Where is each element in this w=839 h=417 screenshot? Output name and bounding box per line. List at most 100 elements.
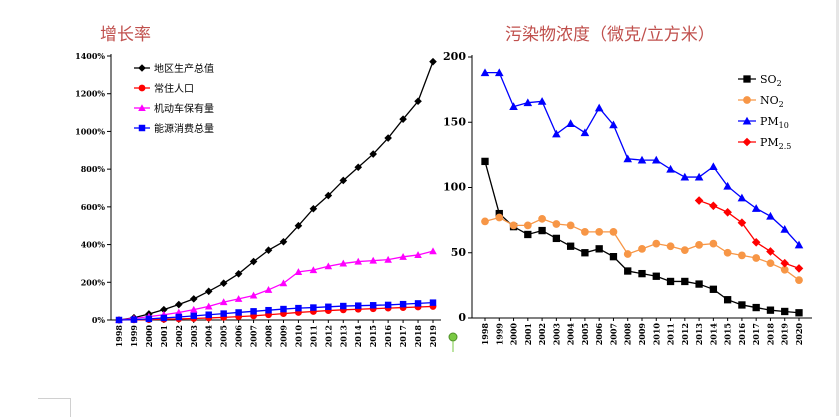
x-tick-label: 2011 xyxy=(666,323,676,345)
data-point xyxy=(509,221,518,230)
data-point xyxy=(666,277,675,286)
legend-marker xyxy=(138,104,146,112)
y-tick-label: 800% xyxy=(81,164,106,174)
data-point xyxy=(523,221,532,230)
x-tick-label: 1998 xyxy=(480,323,490,346)
y-tick-label: 200% xyxy=(81,277,106,287)
data-point xyxy=(340,302,347,310)
x-tick-label: 2015 xyxy=(368,325,378,347)
data-point xyxy=(609,228,618,236)
x-tick-label: 2005 xyxy=(219,325,229,347)
data-point xyxy=(204,287,213,296)
x-tick-label: 1998 xyxy=(114,325,124,348)
x-tick-label: 2013 xyxy=(338,325,348,348)
data-point xyxy=(130,316,138,323)
data-point xyxy=(295,304,302,312)
data-point xyxy=(723,181,732,190)
data-point xyxy=(481,157,489,166)
legend-marker xyxy=(742,137,752,147)
chart-title: 污染物浓度（微克/立方米） xyxy=(505,25,715,45)
data-point xyxy=(280,305,287,313)
data-point xyxy=(414,300,422,307)
series-0 xyxy=(481,157,803,317)
data-point xyxy=(695,241,703,249)
data-point xyxy=(781,307,789,316)
legend-label: PM2.5 xyxy=(760,136,791,151)
data-point xyxy=(638,269,646,278)
data-point xyxy=(429,247,437,255)
series-3 xyxy=(694,196,804,273)
series-0 xyxy=(115,57,437,324)
legend-subscript: 2.5 xyxy=(779,142,792,151)
data-point xyxy=(310,304,317,311)
data-point xyxy=(220,310,227,317)
legend-subscript: 2 xyxy=(779,100,784,109)
y-tick-label: 50 xyxy=(451,246,467,259)
data-point xyxy=(538,214,546,223)
y-tick-label: 1400% xyxy=(75,51,105,61)
data-point xyxy=(384,301,392,309)
x-tick-label: 2013 xyxy=(694,323,704,346)
data-point xyxy=(355,302,362,309)
corner-frame xyxy=(38,398,71,417)
series-line xyxy=(118,250,434,321)
data-point xyxy=(235,309,242,316)
data-point xyxy=(264,286,273,293)
data-point xyxy=(399,115,407,123)
data-point xyxy=(249,257,258,266)
data-point xyxy=(738,301,746,309)
y-tick-label: 400% xyxy=(81,240,106,250)
data-point xyxy=(723,296,732,304)
data-point xyxy=(609,253,618,261)
legend-label: NO2 xyxy=(760,94,784,109)
data-point xyxy=(234,270,243,278)
data-point xyxy=(651,155,661,164)
data-point xyxy=(566,221,575,230)
x-tick-label: 2016 xyxy=(383,325,393,348)
series-3 xyxy=(115,299,437,324)
data-point xyxy=(795,309,803,317)
data-point xyxy=(624,267,632,275)
x-tick-label: 2008 xyxy=(264,325,274,348)
x-tick-label: 2008 xyxy=(623,323,633,346)
data-point xyxy=(751,204,761,212)
legend-marker xyxy=(742,116,752,125)
series-line xyxy=(118,61,434,321)
data-point xyxy=(354,163,363,172)
x-tick-label: 2016 xyxy=(737,323,747,346)
legend-label: PM10 xyxy=(760,115,789,130)
data-point xyxy=(694,196,704,205)
data-point xyxy=(219,279,228,288)
data-point xyxy=(766,211,775,220)
series-2 xyxy=(115,247,437,324)
data-point xyxy=(581,249,589,257)
data-point xyxy=(752,254,761,262)
data-point xyxy=(369,256,377,264)
data-point xyxy=(766,259,775,268)
chart-title: 增长率 xyxy=(100,25,151,45)
data-point xyxy=(552,129,561,138)
data-point xyxy=(384,255,392,263)
legend-subscript: 10 xyxy=(779,121,789,130)
series-line xyxy=(118,302,434,321)
data-point xyxy=(638,244,646,253)
data-point xyxy=(581,228,589,236)
data-point xyxy=(780,265,789,274)
series-line xyxy=(118,305,434,321)
data-point xyxy=(189,295,198,303)
data-point xyxy=(250,308,257,315)
data-point xyxy=(723,248,732,257)
legend-label: SO2 xyxy=(760,73,782,88)
data-point xyxy=(751,238,761,247)
x-tick-label: 2002 xyxy=(174,325,184,347)
y-tick-label: 200 xyxy=(443,50,466,63)
y-tick-label: 1200% xyxy=(75,89,105,99)
data-point xyxy=(189,305,198,313)
data-point xyxy=(566,119,575,127)
x-tick-label: 1999 xyxy=(129,325,139,348)
data-point xyxy=(737,218,747,228)
x-tick-label: 2003 xyxy=(189,325,199,348)
data-point xyxy=(537,97,547,105)
data-point xyxy=(309,204,318,213)
